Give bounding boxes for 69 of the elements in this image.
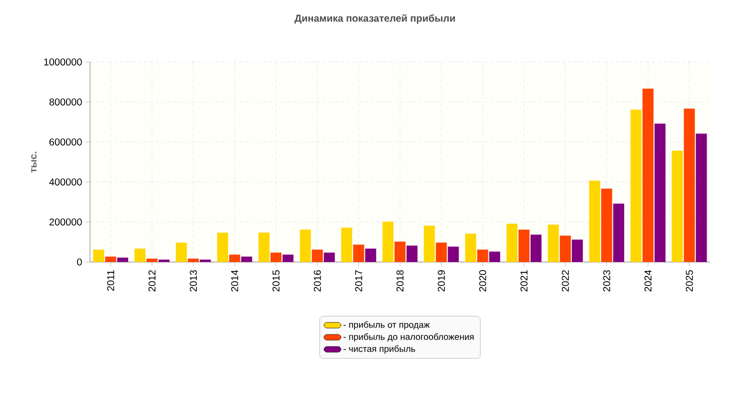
bar [93,250,104,262]
y-axis-title: тыс. [31,152,37,173]
x-tick-label: 2011 [107,270,114,291]
bar [188,258,199,262]
y-tick-label: 1000000 [44,58,82,66]
bar [365,248,376,262]
bar [642,88,654,262]
x-tick-label: 2015 [272,270,280,292]
bar [105,256,116,262]
x-tick-label: 2021 [520,270,528,292]
bar [465,234,476,262]
bar [341,228,352,262]
bar [684,108,695,262]
bar [601,188,612,262]
bar [654,124,666,262]
bar [424,226,435,262]
x-tick-label: 2012 [148,270,156,292]
bar [448,246,459,262]
x-tick-label: 2017 [355,270,362,292]
bar [506,224,518,262]
bar [436,242,447,262]
bar [229,254,240,262]
bar [241,256,252,262]
bar [560,236,571,262]
x-tick-label: 2025 [686,270,693,292]
x-tick-label: 2013 [190,270,197,292]
bar [258,232,270,262]
x-tick-label: 2018 [396,270,404,292]
y-tick-label: 0 [77,258,82,266]
x-tick-label: 2019 [438,270,445,292]
bar [270,252,282,262]
x-tick-label: 2022 [562,270,569,292]
bar [282,254,294,262]
legend-label: - прибыль от продаж [344,321,430,330]
y-tick-label: 200000 [49,218,82,226]
bar [146,258,158,262]
x-tick-label: 2014 [231,270,238,292]
bar [394,242,406,262]
bar [324,252,335,262]
bar [589,180,600,262]
y-tick-label: 400000 [49,178,82,186]
y-tick-label: 600000 [49,138,82,146]
bar [382,222,394,262]
x-tick-label: 2024 [644,270,652,292]
bar [489,252,500,262]
bar [312,250,323,262]
bar [518,230,530,262]
legend-label: - прибыль до налогообложения [344,333,474,342]
x-tick-label: 2016 [314,270,321,292]
bar [406,246,418,262]
bar [176,242,187,262]
bar [572,240,583,262]
bar [300,230,311,262]
bar [353,244,364,262]
bar [217,232,228,262]
bar [134,248,146,262]
bar [696,134,707,262]
bar [117,258,128,262]
x-tick-label: 2023 [603,270,610,292]
bar [630,110,642,262]
x-tick-label: 2020 [479,270,486,292]
y-tick-label: 800000 [49,98,82,106]
chart-title: Динамика показателей прибыли [294,14,455,24]
bar [613,204,624,262]
bar [477,250,488,262]
bar [548,224,559,262]
bar [672,150,683,262]
legend-label: - чистая прибыль [344,345,416,354]
bar [530,234,542,262]
